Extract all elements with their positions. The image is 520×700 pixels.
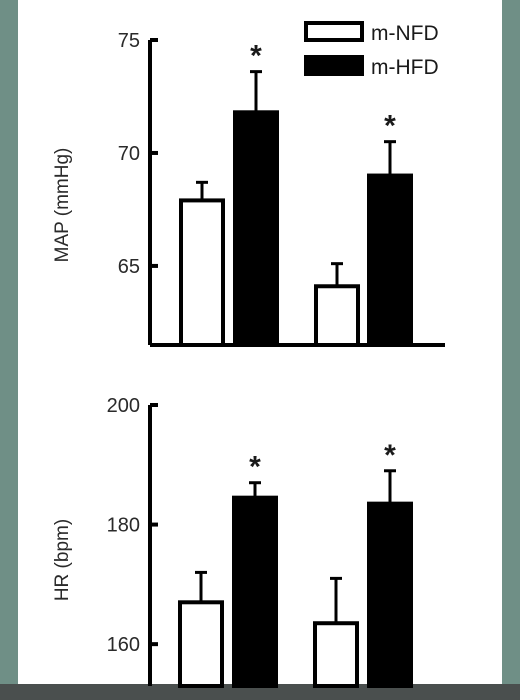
bar-m-hfd-group-1 — [233, 110, 279, 347]
legend-swatch-m-nfd — [304, 21, 364, 42]
bar-m-hfd-group-2 — [367, 501, 413, 688]
bar-m-nfd-group-2 — [314, 284, 360, 347]
y-tick-label: 70 — [118, 143, 140, 165]
bar-m-hfd-group-2 — [367, 173, 413, 347]
y-axis-label-hr: HR (bpm) — [52, 519, 73, 601]
significance-star: * — [250, 40, 262, 73]
bar-m-nfd-group-1 — [178, 600, 224, 688]
y-axis-label-map: MAP (mmHg) — [52, 148, 73, 263]
legend: m-NFD m-HFD — [304, 21, 439, 79]
legend-swatch-m-hfd — [304, 55, 364, 76]
map-bar-chart: 65 70 75 * * — [118, 30, 445, 347]
significance-star: * — [384, 110, 396, 143]
legend-label-m-nfd: m-NFD — [371, 22, 439, 45]
y-tick-label: 65 — [118, 256, 140, 278]
bar-m-nfd-group-2 — [313, 621, 359, 688]
y-tick-label: 75 — [118, 30, 140, 52]
hr-bar-chart: 160 180 200 * * — [107, 395, 413, 689]
bar-m-hfd-group-1 — [232, 495, 278, 689]
significance-star: * — [384, 439, 396, 472]
y-tick-label: 160 — [107, 634, 140, 656]
background-strip — [0, 684, 520, 700]
y-tick-label: 180 — [107, 515, 140, 537]
significance-star: * — [249, 451, 261, 484]
legend-label-m-hfd: m-HFD — [371, 56, 439, 79]
bar-m-nfd-group-1 — [179, 198, 225, 347]
y-tick-label: 200 — [107, 395, 140, 417]
